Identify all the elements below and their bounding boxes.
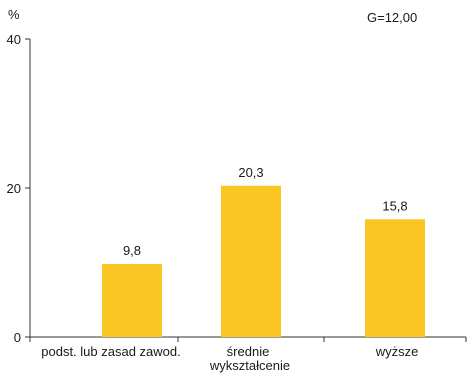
x-tick-label: średnie <box>227 344 270 359</box>
bar-series <box>102 185 425 337</box>
bar <box>221 185 281 337</box>
x-tick-label: podst. lub zasad zawod. <box>41 344 180 359</box>
data-label: 20,3 <box>238 165 263 180</box>
y-axis-label: % <box>8 7 20 22</box>
data-label: 9,8 <box>123 243 141 258</box>
x-axis-label: wykształcenie <box>209 358 290 373</box>
x-tick-label: wyższe <box>375 344 419 359</box>
y-tick-label: 20 <box>7 181 21 196</box>
value-labels: 9,8 20,3 15,8 <box>123 165 408 258</box>
y-tick-label: 0 <box>14 330 21 345</box>
bar <box>365 219 425 337</box>
data-label: 15,8 <box>382 198 407 213</box>
bar <box>102 263 162 337</box>
y-axis: 0 20 40 <box>7 32 31 345</box>
g-annotation: G=12,00 <box>367 10 417 25</box>
y-tick-label: 40 <box>7 32 21 47</box>
x-axis: podst. lub zasad zawod. średnie wyższe <box>29 336 467 359</box>
